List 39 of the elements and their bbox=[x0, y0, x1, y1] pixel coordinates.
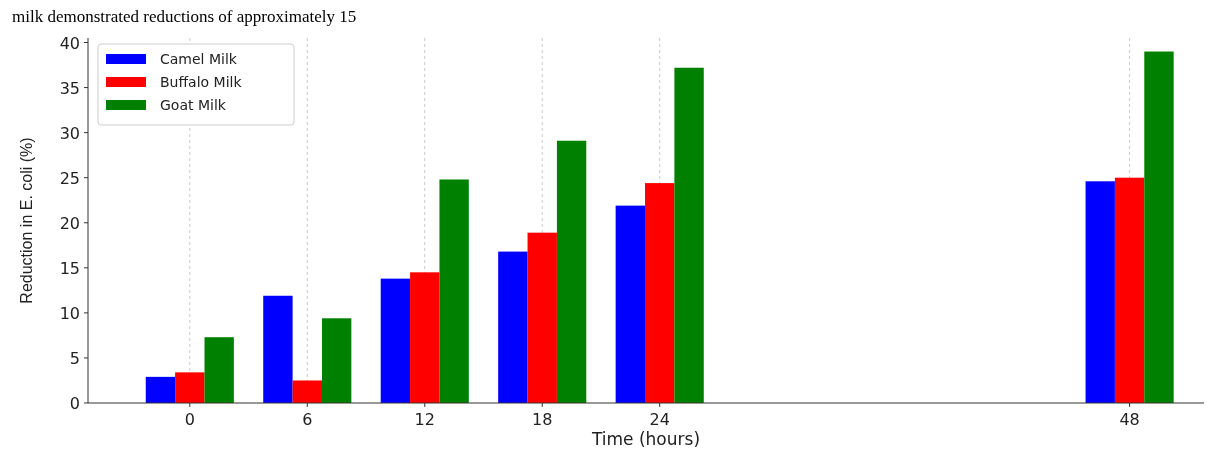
bar bbox=[1144, 51, 1174, 403]
x-tick-label: 18 bbox=[532, 410, 553, 429]
x-tick-label: 0 bbox=[184, 410, 195, 429]
x-tick-label: 12 bbox=[414, 410, 435, 429]
y-tick-label: 15 bbox=[59, 258, 80, 278]
y-tick-label: 10 bbox=[59, 303, 80, 323]
bar bbox=[380, 278, 411, 403]
bar bbox=[674, 67, 704, 403]
y-tick-label: 5 bbox=[69, 348, 80, 368]
y-tick-label: 0 bbox=[69, 394, 80, 413]
bar bbox=[292, 380, 322, 403]
legend-label: Camel Milk bbox=[160, 51, 238, 67]
bar bbox=[498, 251, 528, 403]
y-tick-label: 35 bbox=[59, 78, 80, 98]
y-tick-label: 30 bbox=[59, 123, 80, 143]
y-tick-label: 25 bbox=[59, 168, 80, 188]
bar bbox=[527, 232, 557, 403]
x-tick-label: 24 bbox=[649, 410, 670, 429]
bar bbox=[556, 140, 587, 403]
bar bbox=[204, 337, 234, 403]
y-axis-title: Reduction in E. coli (%) bbox=[18, 137, 35, 304]
bar bbox=[145, 376, 176, 403]
x-axis-title: Time (hours) bbox=[590, 429, 701, 449]
bar bbox=[263, 295, 293, 403]
bar bbox=[175, 372, 205, 403]
legend-label: Buffalo Milk bbox=[160, 74, 243, 90]
bar bbox=[1085, 181, 1115, 403]
text: milk demonstrated reductions of approximately 15 bbox=[12, 7, 357, 26]
legend-label: Goat Milk bbox=[160, 97, 227, 113]
bar bbox=[410, 272, 440, 403]
bar bbox=[645, 183, 675, 403]
x-tick-label: 6 bbox=[302, 410, 313, 429]
bar bbox=[1114, 177, 1145, 403]
bar bbox=[321, 318, 352, 403]
x-tick-label: 48 bbox=[1119, 410, 1140, 429]
y-tick-label: 40 bbox=[59, 33, 80, 53]
bar bbox=[615, 205, 646, 403]
y-tick-label: 20 bbox=[59, 213, 80, 233]
bar bbox=[439, 179, 469, 403]
